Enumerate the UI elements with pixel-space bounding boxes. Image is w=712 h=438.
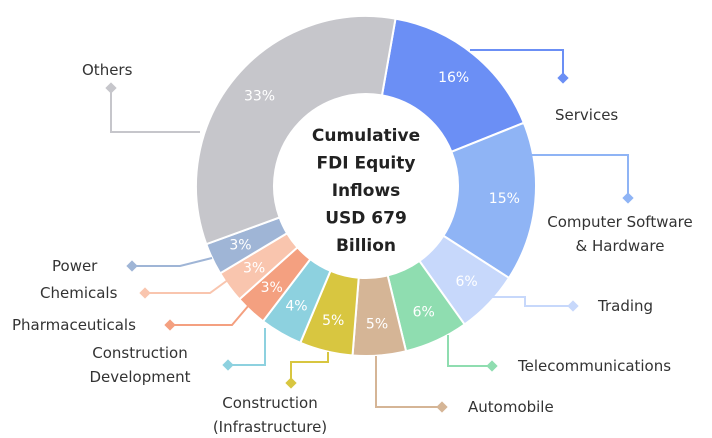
value-label: 3% bbox=[243, 260, 265, 276]
category-label: Others bbox=[82, 61, 133, 79]
category-label: Construction Development bbox=[90, 344, 191, 386]
category-label: Services bbox=[555, 106, 618, 124]
center-label: Cumulative bbox=[312, 126, 420, 146]
label-line: Trading bbox=[597, 297, 653, 315]
marker bbox=[285, 377, 297, 389]
center-label: FDI Equity bbox=[317, 154, 416, 174]
leader-line bbox=[228, 328, 266, 366]
label-line: Construction bbox=[92, 344, 188, 362]
value-label: 5% bbox=[366, 317, 388, 333]
category-label: Telecommunications bbox=[517, 357, 671, 375]
value-label: 6% bbox=[413, 304, 435, 320]
marker bbox=[126, 260, 138, 272]
label-line: Pharmaceuticals bbox=[12, 316, 136, 334]
center-label: USD 679 bbox=[325, 209, 407, 229]
leader-line bbox=[170, 297, 256, 326]
marker bbox=[222, 359, 234, 371]
slice bbox=[195, 15, 397, 246]
category-label: Automobile bbox=[468, 398, 554, 416]
leader-line bbox=[110, 88, 200, 133]
category-label: Chemicals bbox=[40, 284, 118, 302]
leader-line bbox=[132, 257, 213, 267]
label-line: Power bbox=[52, 257, 98, 275]
marker bbox=[436, 401, 448, 413]
center-label: Billion bbox=[336, 236, 396, 256]
value-label: 16% bbox=[438, 70, 469, 86]
marker bbox=[164, 319, 176, 331]
value-label: 6% bbox=[455, 274, 477, 290]
marker bbox=[622, 192, 634, 204]
label-line: Development bbox=[90, 368, 191, 386]
category-label: Computer Software & Hardware bbox=[547, 213, 692, 255]
center-label: Inflows bbox=[332, 181, 401, 201]
category-label: Trading bbox=[597, 297, 653, 315]
value-label: 3% bbox=[229, 238, 251, 254]
leader-line bbox=[528, 154, 629, 198]
label-line: & Hardware bbox=[576, 237, 665, 255]
label-line: Services bbox=[555, 106, 618, 124]
marker bbox=[567, 300, 579, 312]
leader-line bbox=[290, 352, 329, 383]
label-line: Construction bbox=[222, 394, 318, 412]
leader-line bbox=[375, 356, 442, 408]
category-label: Power bbox=[52, 257, 98, 275]
label-line: (Infrastructure) bbox=[213, 418, 327, 436]
category-label: Pharmaceuticals bbox=[12, 316, 136, 334]
label-line: Chemicals bbox=[40, 284, 118, 302]
leader-line bbox=[490, 296, 573, 307]
marker bbox=[139, 287, 151, 299]
label-line: Computer Software bbox=[547, 213, 692, 231]
marker bbox=[557, 72, 569, 84]
label-line: Telecommunications bbox=[517, 357, 671, 375]
marker bbox=[486, 360, 498, 372]
value-label: 3% bbox=[261, 280, 283, 296]
label-line: Others bbox=[82, 61, 133, 79]
leader-line bbox=[447, 335, 492, 367]
value-label: 33% bbox=[244, 89, 275, 105]
marker bbox=[105, 82, 117, 94]
value-label: 4% bbox=[285, 298, 307, 314]
value-label: 15% bbox=[489, 191, 520, 207]
category-label: Construction (Infrastructure) bbox=[213, 394, 327, 436]
leader-line bbox=[470, 49, 564, 78]
label-line: Automobile bbox=[468, 398, 554, 416]
value-label: 5% bbox=[322, 313, 344, 329]
leader-line bbox=[145, 276, 233, 294]
